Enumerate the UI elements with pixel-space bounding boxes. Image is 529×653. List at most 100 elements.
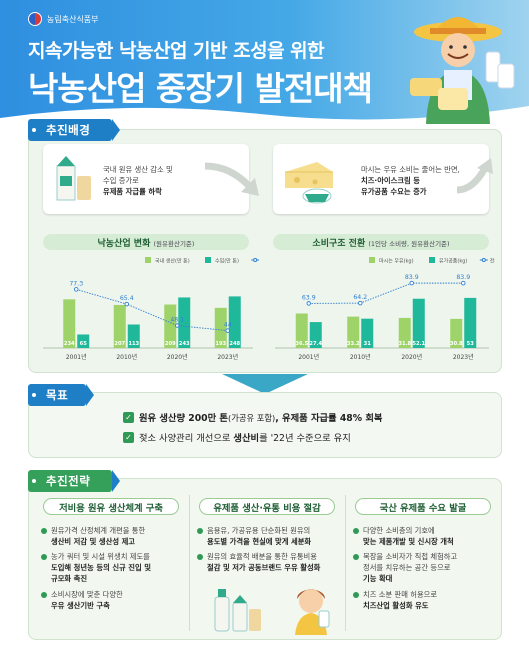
legend-swatch — [429, 257, 435, 263]
x-tick-label: 2023년 — [453, 353, 474, 361]
legend-label: 수입(만 톤) — [215, 258, 239, 265]
goal-item-2: ✓ 젖소 사양관리 개선으로 생산비를 '22년 수준으로 유지 — [123, 430, 351, 444]
bar-value-label: 31.8 — [398, 341, 411, 347]
bar — [464, 297, 477, 348]
x-tick-label: 2020년 — [167, 353, 188, 361]
section-label-background: 추진배경 — [28, 119, 120, 141]
strategy-1-item-3: 소비시장에 맞춘 다양한 우유 생산기반 구축 — [41, 589, 187, 611]
strategy-head-3: 국산 유제품 수요 발굴 — [355, 498, 491, 515]
x-tick-label: 2001년 — [298, 353, 319, 361]
bar-value-label: 53 — [467, 341, 475, 347]
card-left-line2: 수입 증가로 — [103, 176, 139, 185]
checkbox-icon: ✓ — [123, 411, 134, 423]
line-point — [174, 323, 180, 328]
bar — [347, 316, 360, 348]
milk-bottles-icon — [214, 589, 261, 632]
bar — [361, 318, 374, 348]
bar-value-label: 207 — [114, 341, 125, 347]
bar — [398, 317, 411, 348]
bar — [309, 322, 322, 348]
bar-value-label: 193 — [215, 341, 226, 347]
line-value-label: 65.4 — [120, 295, 134, 302]
bar-value-label: 234 — [64, 341, 75, 347]
line-point — [74, 287, 79, 292]
line-point — [124, 301, 129, 307]
header-wave — [0, 106, 529, 128]
bar-value-label: 243 — [179, 341, 190, 347]
ministry-name: 농림축산식품부 — [47, 14, 99, 24]
girl-with-milk-icon — [295, 589, 330, 635]
bar-value-label: 36.5 — [295, 341, 308, 347]
header-banner: 농림축산식품부 지속가능한 낙농산업 기반 조성을 위한 낙농산업 중장기 발전… — [0, 0, 529, 128]
chart-left-title: 낙농산업 변화 — [97, 239, 151, 249]
emblem-icon — [28, 12, 42, 26]
strategy-1-item-2: 농가 쿼터 및 시설 위생치 제도를 도입해 청년농 등의 신규 진입 및 규모화 … — [41, 551, 187, 584]
line-value-label: 83.9 — [405, 274, 419, 281]
info-card-production: 국내 원유 생산 감소 및 수입 증가로 유제품 자급률 하락 — [43, 144, 249, 214]
bar — [412, 298, 425, 348]
card-right-line1: 마시는 우유 소비는 줄어는 반면, — [361, 165, 460, 174]
series-line — [308, 282, 464, 304]
info-card-consumption: 마시는 우유 소비는 줄어는 반면, 치즈·아이스크림 등 유가공품 수요는 증… — [273, 144, 489, 214]
legend-label: 국내 생산(만 톤) — [155, 258, 190, 265]
line-value-label: 63.9 — [302, 294, 316, 301]
line-point — [357, 300, 363, 306]
x-tick-label: 2023년 — [217, 353, 238, 361]
line-point — [460, 280, 466, 286]
legend-label: 전체 유제품(kg) — [490, 258, 495, 265]
background-panel: 국내 원유 생산 감소 및 수입 증가로 유제품 자급률 하락 마시는 우유 소… — [28, 129, 502, 373]
bar — [214, 307, 227, 348]
x-tick-label: 2020년 — [401, 353, 422, 361]
line-value-label: 83.9 — [456, 274, 470, 281]
strategy-3-item-2: 목장을 소비자가 직접 체험하고 정서를 치유하는 공간 등으로 기능 확대 — [353, 551, 499, 584]
bar-value-label: 209 — [165, 341, 176, 347]
chart-title-left: 낙농산업 변화 (원유환산기준) — [43, 234, 249, 250]
bar — [63, 299, 76, 348]
bar — [77, 334, 90, 348]
bar-value-label: 248 — [229, 341, 240, 347]
legend-dot-marker — [253, 258, 258, 262]
legend-swatch — [145, 257, 151, 263]
legend-label: 마시는 우유(kg) — [379, 258, 414, 265]
strategy-2-item-2: 원유의 효율적 배분을 통한 유통비용 절감 및 저가 공동브랜드 우유 활성화 — [197, 551, 345, 573]
goal-panel: ✓ 원유 생산량 200만 톤(가공유 포함), 유제품 자급률 48% 회복 … — [28, 392, 502, 458]
down-arrow-icon — [222, 374, 308, 394]
bar-value-label: 30.8 — [450, 341, 463, 347]
line-value-label: 48.1 — [170, 317, 184, 324]
chart-right-title: 소비구조 전환 — [312, 239, 366, 249]
card-left-line1: 국내 원유 생산 감소 및 — [103, 165, 173, 174]
strategy-panel: 저비용 원유 생산체계 구축 유제품 생산·유통 비용 절감 국산 유제품 수요… — [28, 478, 502, 640]
down-trend-arrow-icon — [204, 162, 259, 196]
bar — [228, 296, 241, 348]
bar-value-label: 27.4 — [309, 341, 322, 347]
x-tick-label: 2010년 — [350, 353, 371, 361]
strategy-1-item-1: 원유가격 산정체계 개편을 통한 생산비 저감 및 생산성 제고 — [41, 525, 187, 547]
card-right-line3: 유가공품 수요는 증가 — [361, 187, 427, 196]
goal-item-1: ✓ 원유 생산량 200만 톤(가공유 포함), 유제품 자급률 48% 회복 — [123, 410, 382, 424]
chart-consumption: 마시는 우유(kg) 유가공품(kg) 전체 유제품(kg) 36.527.4 2001… — [275, 257, 495, 361]
chart-left-note: (원유환산기준) — [153, 240, 195, 248]
legend-dot-marker — [481, 258, 486, 262]
milk-carton-icon — [56, 156, 91, 201]
section-label-goal: 목표 — [28, 384, 94, 406]
line-point — [409, 280, 414, 286]
strategy-2-item-1: 음용유, 가공유용 단순화된 원유의 용도별 가격을 현실에 맞게 세분화 — [197, 525, 345, 547]
page-subtitle: 지속가능한 낙농산업 기반 조성을 위한 — [28, 40, 325, 62]
line-point — [225, 328, 230, 333]
strategy-head-1: 저비용 원유 생산체계 구축 — [43, 498, 179, 515]
up-trend-arrow-icon — [456, 158, 493, 194]
strategy-3-item-3: 치즈 소분 판매 허용으로 치즈산업 활성화 유도 — [353, 589, 499, 611]
bar — [450, 318, 463, 348]
x-tick-label: 2010년 — [116, 353, 137, 361]
chart-title-right: 소비구조 전환 (1인당 소비량, 원유환산기준) — [273, 234, 489, 250]
card-right-line2: 치즈·아이스크림 등 — [361, 176, 421, 185]
ministry-logo: 농림축산식품부 — [28, 12, 99, 26]
line-value-label: 44 — [224, 322, 232, 329]
bar — [178, 297, 191, 348]
card-left-line3: 유제품 자급률 하락 — [103, 187, 162, 196]
chart-right-note: (1인당 소비량, 원유환산기준) — [368, 240, 450, 248]
chart-dairy-industry: 국내 생산(만 톤)수입(만 톤)자급률(%)234652001년2071132… — [43, 257, 259, 361]
legend-swatch — [205, 257, 211, 263]
bar-value-label: 52.1 — [412, 341, 425, 347]
bar-value-label: 65 — [80, 341, 88, 347]
